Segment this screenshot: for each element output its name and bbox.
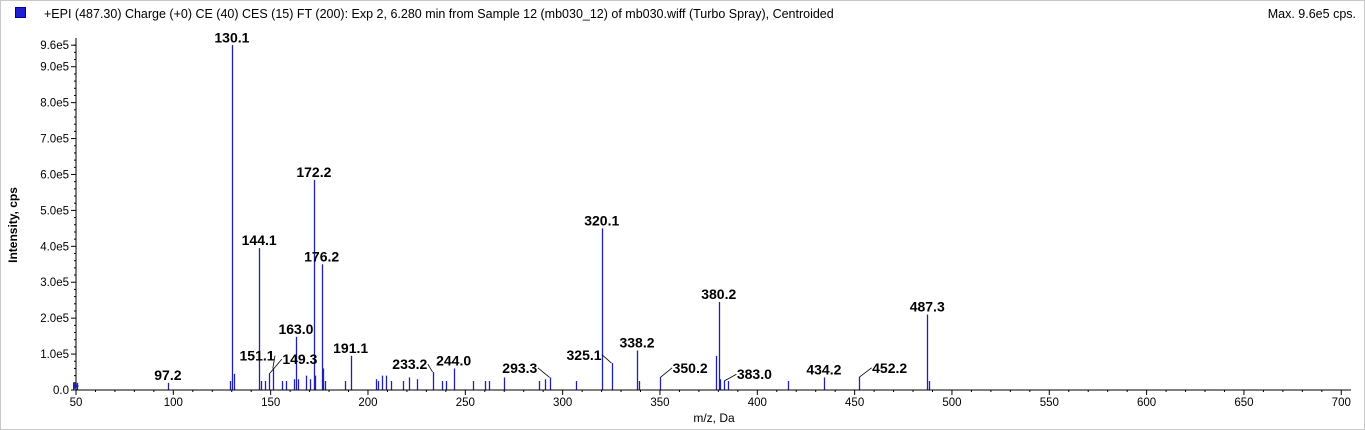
x-tick-label: 250 (456, 397, 475, 409)
y-tick-label: 4.0e5 (40, 241, 69, 253)
x-tick-label: 400 (748, 397, 767, 409)
peak-label: 163.0 (278, 321, 313, 337)
y-tick-label: 0.0 (53, 385, 69, 397)
x-tick-label: 700 (1332, 397, 1351, 409)
x-tick-label: 150 (261, 397, 280, 409)
y-tick-label: 3.0e5 (40, 277, 69, 289)
y-tick-label: 9.0e5 (40, 62, 69, 74)
x-tick-label: 600 (1137, 397, 1156, 409)
x-tick-label: 50 (70, 397, 83, 409)
y-tick-label: 5.0e5 (40, 205, 69, 217)
y-tick-label: 1.0e5 (40, 349, 69, 361)
y-tick-label: 8.0e5 (40, 98, 69, 110)
peak-leader-line (601, 354, 612, 364)
peak-leader-line (858, 367, 872, 378)
x-tick-label: 350 (650, 397, 669, 409)
x-tick-label: 550 (1040, 397, 1059, 409)
peak-label: 325.1 (567, 347, 602, 363)
x-tick-label: 650 (1234, 397, 1253, 409)
series-swatch-icon[interactable] (15, 7, 26, 18)
x-tick-label: 200 (358, 397, 377, 409)
peak-label: 151.1 (240, 348, 275, 364)
peak-label: 434.2 (806, 362, 841, 378)
peak-leader-line (660, 367, 673, 378)
y-axis-ticks: 0.0 1.0e5 2.0e5 3.0e5 4.0e5 5.0e5 6.0e5 7.0e5 8.… (40, 40, 76, 397)
peak-label: 487.3 (910, 299, 945, 315)
peak-label: 244.0 (436, 353, 471, 369)
peak-label: 176.2 (304, 248, 339, 264)
peak-label: 338.2 (619, 335, 654, 351)
x-tick-label: 450 (845, 397, 864, 409)
peak-label: 293.3 (502, 360, 537, 376)
max-intensity-label: Max. 9.6e5 cps. (1267, 7, 1356, 21)
y-axis-title: Intensity, cps (6, 187, 20, 263)
peak-bars (76, 45, 931, 390)
peak-label: 149.3 (282, 351, 317, 367)
x-tick-label: 300 (553, 397, 572, 409)
spectrum-title: +EPI (487.30) Charge (+0) CE (40) CES (1… (44, 7, 834, 21)
peak-label: 350.2 (673, 360, 708, 376)
peak-label: 233.2 (392, 356, 427, 372)
y-tick-label: 9.6e5 (40, 40, 69, 52)
peak-label: 144.1 (242, 232, 277, 248)
peak-leader-line (724, 373, 737, 382)
peak-leader-line (268, 358, 283, 375)
x-tick-label: 100 (164, 397, 183, 409)
x-axis-ticks: 50 100 150 200 250 300 350 400 450 500 550 600 650 70… (70, 390, 1351, 409)
peak-label: 380.2 (701, 286, 736, 302)
peak-label: 172.2 (296, 164, 331, 180)
peak-label: 191.1 (333, 340, 368, 356)
spectrum-header: +EPI (487.30) Charge (+0) CE (40) CES (1… (0, 0, 1365, 28)
peak-label: 97.2 (154, 367, 181, 383)
x-tick-label: 500 (942, 397, 961, 409)
peak-leader-line (537, 367, 550, 378)
peak-label: 383.0 (737, 366, 772, 382)
y-tick-label: 7.0e5 (40, 134, 69, 146)
peak-label: 452.2 (872, 360, 907, 376)
peak-label: 320.1 (584, 212, 619, 228)
peak-labels: 97.2 130.1 144.1 151.1 149.3 163.0 172.2 176.2 1… (154, 29, 945, 383)
origin-marker-icon[interactable] (73, 382, 79, 390)
peak-leader-line (272, 355, 276, 369)
peak-leader-line (427, 363, 433, 373)
y-tick-label: 2.0e5 (40, 313, 69, 325)
peak-label: 130.1 (214, 29, 249, 45)
x-axis-title: m/z, Da (693, 411, 735, 425)
y-tick-label: 6.0e5 (40, 169, 69, 181)
